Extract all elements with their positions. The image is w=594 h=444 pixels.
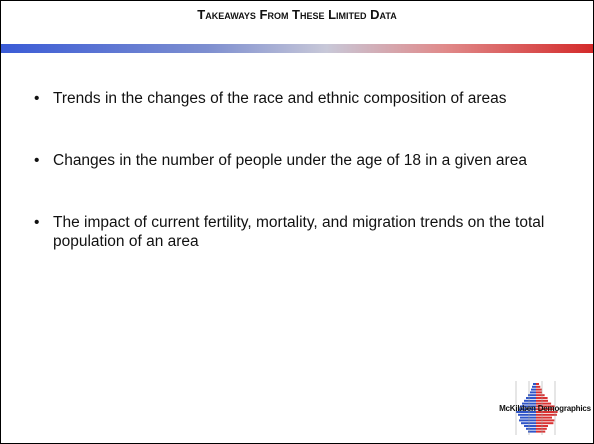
bullet-list: Trends in the changes of the race and et…: [34, 89, 564, 294]
logo-bar: [518, 413, 536, 416]
logo-bar: [536, 408, 554, 411]
logo-bar: [536, 416, 552, 419]
gradient-bar: [1, 44, 593, 53]
logo-bar: [531, 388, 536, 391]
logo-bar: [536, 388, 542, 391]
logo-bar: [536, 391, 542, 394]
logo-bar: [536, 413, 557, 416]
logo-bar: [519, 419, 536, 422]
logo-bar: [528, 430, 536, 433]
logo-bar: [528, 394, 536, 397]
logo-bar: [536, 402, 552, 405]
logo-bar: [536, 394, 545, 397]
bullet: The impact of current fertility, mortali…: [34, 213, 564, 251]
logo-bar: [536, 430, 546, 433]
logo-bar: [520, 416, 536, 419]
bullet: Changes in the number of people under th…: [34, 151, 564, 170]
logo-bar: [520, 405, 536, 408]
logo-bar: [536, 405, 555, 408]
logo-bar: [524, 425, 536, 427]
logo-bar: [536, 419, 555, 422]
logo-bar: [526, 397, 536, 399]
logo-bar: [536, 422, 554, 425]
logo-bar: [516, 411, 536, 413]
bullet: Trends in the changes of the race and et…: [34, 89, 564, 108]
logo-bar: [530, 391, 536, 394]
logo-bar: [536, 385, 541, 388]
logo-bar: [536, 383, 539, 385]
logo-bar: [526, 427, 536, 430]
logo-bar: [536, 411, 558, 413]
logo-bar: [532, 385, 536, 388]
logo-bar: [536, 427, 547, 430]
logo-bar: [518, 408, 536, 411]
logo-text: McKibben Demographics: [499, 404, 591, 413]
slide-title: Takeaways From These Limited Data: [197, 7, 397, 22]
logo-bar: [533, 383, 536, 385]
logo-graphic: [515, 381, 558, 435]
logo-bar: [524, 399, 536, 402]
logo-bar: [521, 422, 536, 425]
